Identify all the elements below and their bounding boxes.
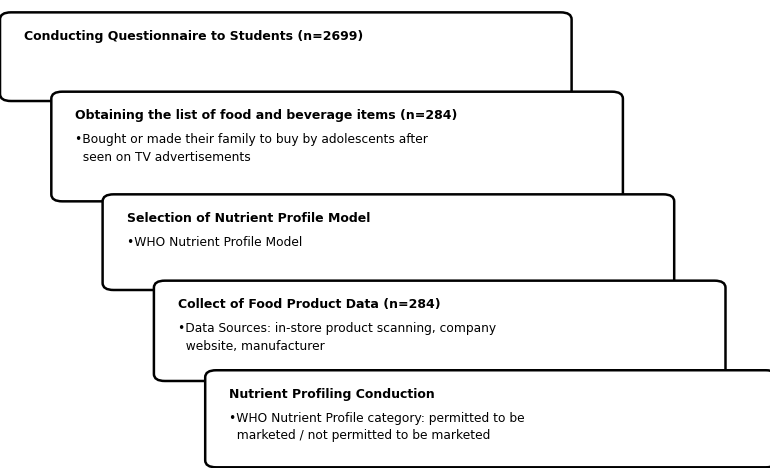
- FancyBboxPatch shape: [154, 281, 725, 381]
- Polygon shape: [644, 358, 705, 380]
- FancyBboxPatch shape: [205, 370, 770, 468]
- Text: •WHO Nutrient Profile category: permitted to be
  marketed / not permitted to be: •WHO Nutrient Profile category: permitte…: [229, 412, 525, 442]
- Text: Obtaining the list of food and beverage items (n=284): Obtaining the list of food and beverage …: [75, 109, 458, 122]
- Text: •Data Sources: in-store product scanning, company
  website, manufacturer: •Data Sources: in-store product scanning…: [178, 322, 496, 353]
- Text: •Bought or made their family to buy by adolescents after
  seen on TV advertisem: •Bought or made their family to buy by a…: [75, 133, 428, 164]
- Polygon shape: [490, 80, 551, 101]
- FancyBboxPatch shape: [102, 194, 675, 290]
- FancyBboxPatch shape: [52, 92, 623, 201]
- Text: Selection of Nutrient Profile Model: Selection of Nutrient Profile Model: [127, 212, 370, 225]
- Text: Nutrient Profiling Conduction: Nutrient Profiling Conduction: [229, 388, 435, 401]
- FancyBboxPatch shape: [0, 12, 571, 101]
- Polygon shape: [592, 269, 654, 290]
- Text: Conducting Questionnaire to Students (n=2699): Conducting Questionnaire to Students (n=…: [24, 29, 363, 43]
- Polygon shape: [541, 183, 602, 204]
- Text: •WHO Nutrient Profile Model: •WHO Nutrient Profile Model: [127, 236, 302, 249]
- Text: Collect of Food Product Data (n=284): Collect of Food Product Data (n=284): [178, 298, 440, 311]
